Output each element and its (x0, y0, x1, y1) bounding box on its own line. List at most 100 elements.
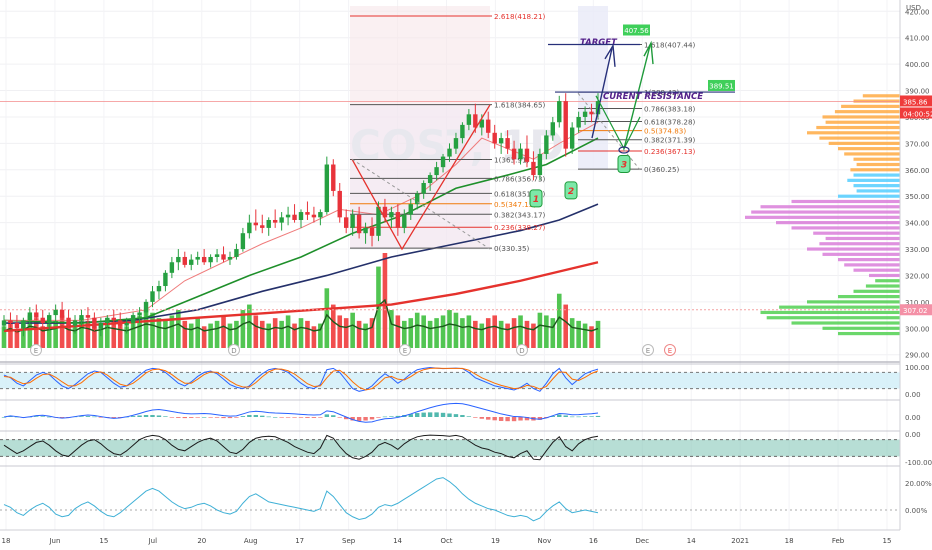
macd-hist-bar (208, 417, 213, 418)
volume-bar (343, 318, 349, 348)
volume-bar (247, 304, 252, 348)
volume-bar (298, 318, 304, 348)
macd-hist-bar (582, 416, 588, 417)
candle-body (473, 114, 478, 128)
volume-bar (582, 323, 588, 348)
earnings-marker-future (664, 344, 676, 356)
macd-hist-bar (285, 417, 291, 418)
volume-profile-bar (807, 131, 900, 135)
volume-bar (524, 320, 530, 348)
volume-bar (421, 315, 426, 348)
candle-body (318, 212, 323, 218)
macd-hist-bar (240, 416, 246, 417)
volume-profile-bar (834, 110, 900, 114)
stoch-band (0, 372, 900, 389)
candle-body (518, 148, 523, 160)
volume-profile-bar (838, 331, 900, 336)
volume-profile-bar (791, 321, 900, 325)
macd-hist-bar (253, 415, 259, 417)
volume-bar (498, 320, 504, 348)
candle-body (234, 249, 239, 257)
volume-profile-bar (828, 141, 900, 145)
candle-body (214, 254, 220, 257)
volume-bar (234, 320, 239, 348)
volume-bar (72, 326, 78, 348)
candle-body (8, 320, 13, 324)
volume-bar (550, 318, 556, 348)
volume-bar (150, 312, 155, 348)
volume-bar (117, 323, 123, 348)
volume-profile-bar (838, 147, 900, 151)
macd-hist-bar (311, 417, 317, 418)
resistance-label: CURENT RESISTANCE (603, 92, 703, 102)
volume-profile-bar (862, 94, 900, 98)
drawings: TARGET CURENT RESISTANCE 407.56 389.51 1 2 3 E E… (30, 24, 735, 356)
macd-hist-bar (382, 416, 388, 418)
macd-hist-bar (447, 413, 452, 417)
time-label: 15 (883, 537, 892, 545)
time-axis[interactable]: 18 Jun 15 Jul 20 Aug 17 Sep 14 Oct 19 Nov 16 Dec 14 202… (0, 529, 932, 550)
time-label: 20 (197, 537, 206, 545)
fib-label: 1(363.91) (494, 155, 530, 164)
volume-profile-bar (865, 284, 900, 288)
resistance-price-badge (708, 79, 735, 91)
candle-body (421, 183, 426, 194)
candle-body (305, 212, 310, 215)
volume-bar (79, 318, 84, 348)
candle-body (382, 206, 388, 218)
volume-profile-bar (766, 316, 900, 320)
volume-ma-line (3, 298, 599, 333)
candle-body (46, 315, 52, 324)
candle-body (531, 161, 536, 176)
macd-hist-bar (14, 416, 20, 418)
time-label: 16 (589, 537, 598, 545)
volume-bar (389, 310, 394, 348)
time-label: 18 (2, 537, 11, 545)
volume-bar (511, 318, 517, 348)
volume-bars (1, 253, 601, 348)
volume-bar (92, 326, 97, 348)
volume-profile-bar (853, 157, 900, 161)
macd-hist-bar (221, 417, 226, 419)
candle-body (498, 138, 504, 144)
volume-bar (221, 315, 226, 348)
fib-label: 0.5(347.13) (494, 200, 536, 209)
macd-hist-bar (195, 417, 200, 418)
volume-profile-bar (853, 289, 900, 293)
resistance-price-text: 389.51 (709, 82, 734, 90)
wave-label: 1 (533, 195, 539, 205)
target-arrow-head (604, 43, 616, 67)
volume-bar (33, 318, 39, 348)
candle-body (27, 312, 33, 321)
macd-hist-bar (356, 417, 362, 421)
volume-bar (227, 323, 233, 348)
volume-profile-bar (856, 189, 900, 193)
earnings-marker (399, 344, 411, 356)
volume-profile-bar (838, 194, 900, 198)
macd-hist-bar (473, 417, 478, 418)
stoch-tick: 100.00 (905, 364, 930, 372)
fib-label: 0(330.35) (494, 244, 530, 253)
candle-body (253, 222, 259, 226)
candle-body (511, 148, 517, 160)
candle-body (524, 148, 530, 162)
volume-profile-bar (838, 294, 900, 299)
fib-label: 2.618(418.21) (494, 12, 546, 21)
candle-body (544, 135, 549, 154)
price-axis[interactable]: USD420.00410.00400.00390.00380.00370.003… (899, 0, 932, 550)
candle-body (298, 212, 304, 220)
volume-profile (745, 94, 900, 336)
target-price-badge (623, 24, 650, 36)
volume-bar (408, 318, 414, 348)
candle-body (176, 256, 181, 263)
volume-profile-bar (844, 263, 900, 267)
price-tick: 340.00 (905, 220, 930, 228)
earnings-marker-text: E (646, 347, 650, 355)
candle-body (72, 320, 78, 326)
macd-hist-bar (318, 417, 323, 418)
volume-bar (143, 310, 149, 348)
macd-hist-bar (415, 413, 420, 417)
macd-hist-bar (279, 417, 284, 418)
candle-body (331, 164, 336, 191)
